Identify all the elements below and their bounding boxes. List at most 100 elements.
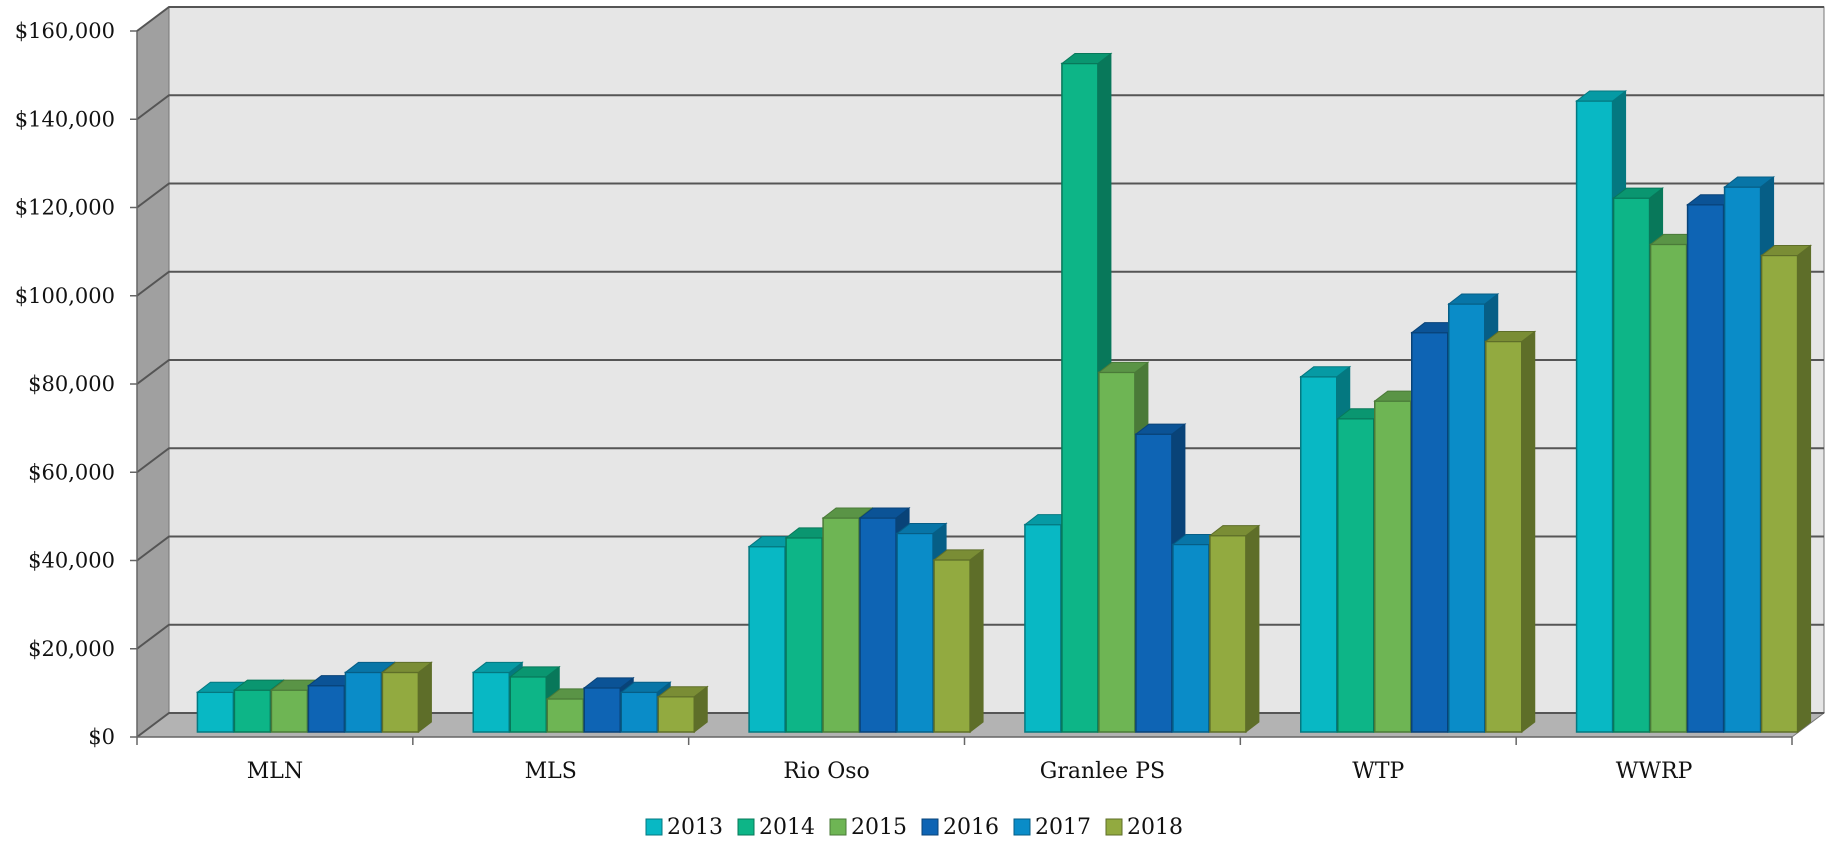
bar-front-face	[1061, 62, 1099, 733]
gridline	[136, 270, 1824, 297]
bar	[1208, 524, 1261, 734]
bar-front-face	[933, 559, 971, 733]
bar-front-face	[1575, 100, 1614, 733]
y-tick-label: $80,000	[28, 372, 115, 396]
legend-label: 2018	[1127, 815, 1183, 840]
x-category-label: WWRP	[1616, 759, 1693, 784]
y-tick-label: $100,000	[15, 284, 115, 308]
x-category-label: Rio Oso	[783, 759, 869, 784]
bar-front-face	[270, 689, 309, 733]
bar-top-face	[343, 661, 396, 673]
bar-front-face	[896, 532, 934, 733]
bar-top-face	[932, 549, 985, 561]
bars	[195, 52, 1813, 734]
bar-side-face	[1521, 330, 1536, 734]
bar-front-face	[1649, 243, 1688, 733]
bar-front-face	[822, 517, 860, 733]
x-category-label: Granlee PS	[1040, 759, 1165, 784]
bar-front-face	[1411, 331, 1449, 733]
bar-top-face	[380, 661, 433, 673]
bar-top-face	[471, 661, 524, 673]
bar-front-face	[1448, 303, 1486, 733]
gridline	[136, 359, 1824, 385]
bar-top-face	[1575, 90, 1628, 102]
y-tick-label: $60,000	[28, 460, 115, 484]
bar-front-face	[1172, 543, 1210, 733]
bar-front-face	[1374, 400, 1412, 733]
labels: $0 $20,000 $40,000 $60,000 $80,000 $100,000 $1…	[15, 19, 1693, 784]
bar-front-face	[546, 698, 584, 733]
bar-top-face	[1134, 423, 1187, 435]
legend-label: 2016	[943, 815, 999, 840]
x-category-label: MLN	[247, 759, 303, 784]
bar-front-face	[1098, 371, 1136, 733]
bar-top-face	[1447, 293, 1500, 305]
legend-swatch	[1105, 818, 1123, 836]
y-tick-label: $0	[88, 725, 115, 749]
legend-swatch	[829, 818, 847, 836]
gridline	[136, 6, 1824, 32]
bar-front-face	[472, 671, 510, 733]
bar-top-face	[1060, 53, 1113, 65]
bar-front-face	[1485, 340, 1523, 733]
bar-top-face	[508, 666, 561, 678]
bar-top-face	[1612, 187, 1665, 199]
legend-swatch	[737, 818, 755, 836]
bar-top-face	[1097, 361, 1150, 373]
bar-front-face	[1337, 417, 1375, 733]
bar	[1484, 330, 1537, 734]
legend-item: 2014	[737, 815, 815, 840]
gridline	[136, 182, 1824, 209]
bar-front-face	[1300, 376, 1338, 733]
bar-top-face	[895, 522, 948, 534]
bar	[932, 548, 985, 734]
bar-front-face	[748, 545, 786, 733]
axes	[130, 30, 1793, 745]
bar-side-face	[969, 548, 984, 734]
legend-item: 2017	[1013, 815, 1091, 840]
bar-top-face	[619, 681, 672, 693]
gridline	[136, 535, 1824, 562]
bar-top-face	[232, 679, 285, 691]
bar	[380, 661, 433, 734]
x-category-label: WTP	[1352, 759, 1404, 784]
bar-top-face	[858, 507, 911, 519]
gridlines	[136, 6, 1824, 738]
legend-label: 2014	[759, 815, 815, 840]
bar-front-face	[859, 517, 897, 733]
y-tick-label: $20,000	[28, 637, 115, 661]
bar	[1760, 244, 1813, 734]
gridline	[136, 712, 1824, 738]
legend-label: 2017	[1035, 815, 1091, 840]
legend-item: 2013	[645, 815, 723, 840]
bar-front-face	[1024, 523, 1062, 733]
bar-front-face	[509, 676, 547, 733]
bar-front-face	[1760, 254, 1799, 733]
bar-front-face	[1612, 197, 1651, 733]
legend-item: 2018	[1105, 815, 1183, 840]
legend-label: 2013	[667, 815, 723, 840]
bar-top-face	[821, 507, 874, 519]
legend-label: 2015	[851, 815, 907, 840]
bar-side-face	[1245, 524, 1260, 734]
bar-side-face	[1797, 244, 1812, 734]
bar-front-face	[657, 695, 695, 733]
x-category-label: MLS	[525, 759, 577, 784]
bar-front-face	[196, 691, 235, 733]
bar-front-face	[233, 689, 272, 733]
legend: 2013 2014 2015 2016 2017 2018	[645, 815, 1183, 840]
bar-side-face	[417, 661, 432, 734]
gridline	[136, 94, 1824, 121]
legend-swatch	[645, 818, 663, 836]
bar-top-face	[1484, 330, 1537, 342]
bar-top-face	[582, 677, 635, 689]
bar-front-face	[1209, 534, 1247, 733]
bar-front-face	[307, 684, 346, 733]
bar-front-face	[1723, 186, 1762, 733]
y-tick-label: $140,000	[15, 107, 115, 131]
legend-item: 2016	[921, 815, 999, 840]
gridline	[136, 623, 1824, 650]
bar-front-face	[785, 537, 823, 733]
